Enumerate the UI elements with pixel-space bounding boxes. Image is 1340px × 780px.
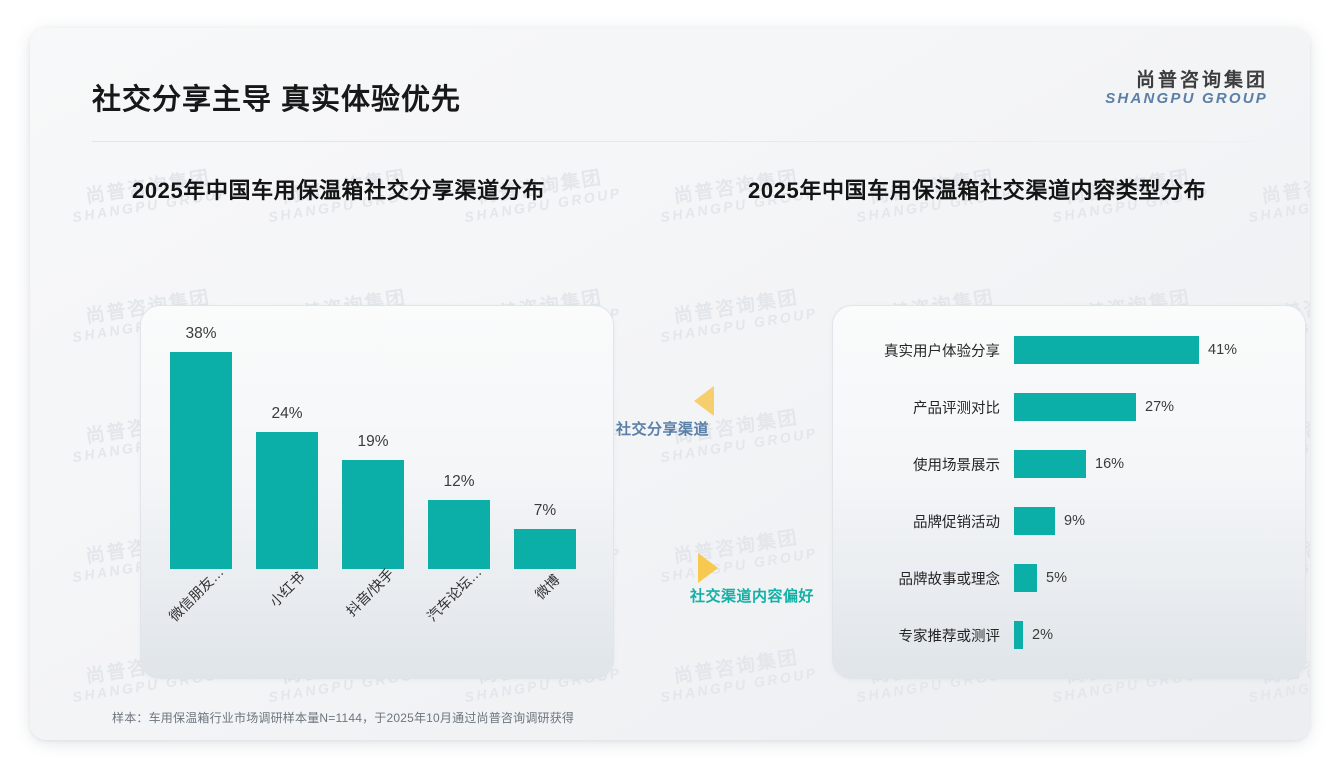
vertical-bar-category-label: 小红书 [266, 568, 308, 610]
vertical-bar-group[interactable]: 19% 抖音/快手 [342, 433, 404, 619]
annotation-left-label: 社交分享渠道 [616, 421, 710, 438]
horizontal-bar-category-label: 专家推荐或测评 [898, 628, 1001, 645]
right-chart-card [832, 305, 1306, 679]
vertical-bar-rect[interactable] [428, 500, 490, 569]
left-chart-column: 2025年中国车用保温箱社交分享渠道分布 [110, 178, 640, 204]
brand-logo-en: SHANGPU GROUP [1105, 90, 1268, 108]
annotation-social-share-channel: 社交分享渠道 [616, 386, 714, 439]
horizontal-bar-value: 5% [1046, 570, 1067, 586]
horizontal-bar-category-label: 产品评测对比 [913, 400, 1000, 417]
horizontal-bar-value: 27% [1145, 399, 1175, 415]
slide-canvas: 尚普咨询集团 SHANGPU GROUP 尚普咨询集团 SHANGPU GROUP 尚普… [30, 28, 1310, 740]
vertical-bar-rect[interactable] [514, 529, 576, 569]
brand-logo: 尚普咨询集团 SHANGPU GROUP [1105, 70, 1268, 108]
horizontal-bar-row[interactable]: 专家推荐或测评 2% [832, 620, 1304, 650]
horizontal-bar-rect[interactable] [1014, 336, 1199, 364]
horizontal-bar-row[interactable]: 品牌促销活动 9% [832, 506, 1304, 536]
vertical-bar-rect[interactable] [256, 432, 318, 569]
annotation-right-label: 社交渠道内容偏好 [690, 588, 815, 605]
horizontal-bar-value: 16% [1095, 456, 1125, 472]
left-chart-title: 2025年中国车用保温箱社交分享渠道分布 [132, 178, 545, 203]
vertical-bar-value: 24% [271, 405, 303, 422]
annotation-content-preference: 社交渠道内容偏好 [690, 553, 814, 606]
horizontal-bar-rect[interactable] [1014, 450, 1086, 478]
horizontal-bar-row[interactable]: 品牌故事或理念 5% [832, 563, 1304, 593]
vertical-bar-group[interactable]: 12% 汽车论坛… [424, 473, 490, 624]
vertical-bar-group[interactable]: 38% 微信朋友… [166, 325, 232, 624]
horizontal-bar-rect[interactable] [1014, 393, 1136, 421]
slide-header: 社交分享主导 真实体验优先 尚普咨询集团 SHANGPU GROUP [30, 28, 1310, 134]
vertical-bar-value: 38% [185, 325, 217, 342]
vertical-bar-rect[interactable] [170, 352, 232, 569]
horizontal-bar-category-label: 品牌促销活动 [913, 514, 1000, 531]
vertical-bar-value: 12% [443, 473, 475, 490]
vertical-bar-group[interactable]: 7% 微博 [514, 502, 576, 602]
horizontal-bar-value: 2% [1032, 627, 1053, 643]
horizontal-bar-value: 9% [1064, 513, 1085, 529]
page-title: 社交分享主导 真实体验优先 [92, 84, 462, 116]
vertical-bar-group[interactable]: 24% 小红书 [256, 405, 318, 610]
horizontal-bar-rect[interactable] [1014, 564, 1037, 592]
vertical-bar-category-label: 抖音/快手 [343, 565, 397, 620]
right-chart-column: 2025年中国车用保温箱社交渠道内容类型分布 [730, 178, 1290, 204]
horizontal-bar-category-label: 真实用户体验分享 [884, 343, 1000, 360]
vertical-bar-value: 19% [357, 433, 389, 450]
triangle-right-icon [698, 553, 718, 583]
vertical-bar-category-label: 微博 [531, 571, 563, 603]
horizontal-bar-rect[interactable] [1014, 621, 1023, 649]
vertical-bar-category-label: 微信朋友… [165, 563, 227, 625]
vertical-bar-value: 7% [533, 502, 557, 519]
horizontal-bar-category-label: 使用场景展示 [913, 457, 1000, 474]
title-divider [92, 141, 1254, 142]
horizontal-bar-chart: 真实用户体验分享 41% 产品评测对比 27% 使用场景展示 16% 品牌促销活动 9% 品牌故… [832, 305, 1304, 677]
horizontal-bar-value: 41% [1208, 342, 1238, 358]
brand-logo-cn: 尚普咨询集团 [1135, 70, 1268, 91]
horizontal-bar-category-label: 品牌故事或理念 [898, 571, 1001, 588]
vertical-bar-chart: 38% 微信朋友… 24% 小红书 19% 抖音/快手 12% 汽车论坛… 7% 微博 [140, 305, 612, 677]
source-footnote: 样本：车用保温箱行业市场调研样本量N=1144，于2025年10月通过尚普咨询调… [112, 711, 575, 725]
horizontal-bar-row[interactable]: 产品评测对比 27% [832, 392, 1304, 422]
vertical-bar-rect[interactable] [342, 460, 404, 569]
vertical-bar-category-label: 汽车论坛… [423, 563, 485, 625]
horizontal-bar-row[interactable]: 使用场景展示 16% [832, 449, 1304, 479]
horizontal-bar-row[interactable]: 真实用户体验分享 41% [832, 335, 1304, 365]
horizontal-bar-rect[interactable] [1014, 507, 1055, 535]
right-chart-title: 2025年中国车用保温箱社交渠道内容类型分布 [748, 178, 1207, 203]
triangle-left-icon [694, 386, 714, 416]
